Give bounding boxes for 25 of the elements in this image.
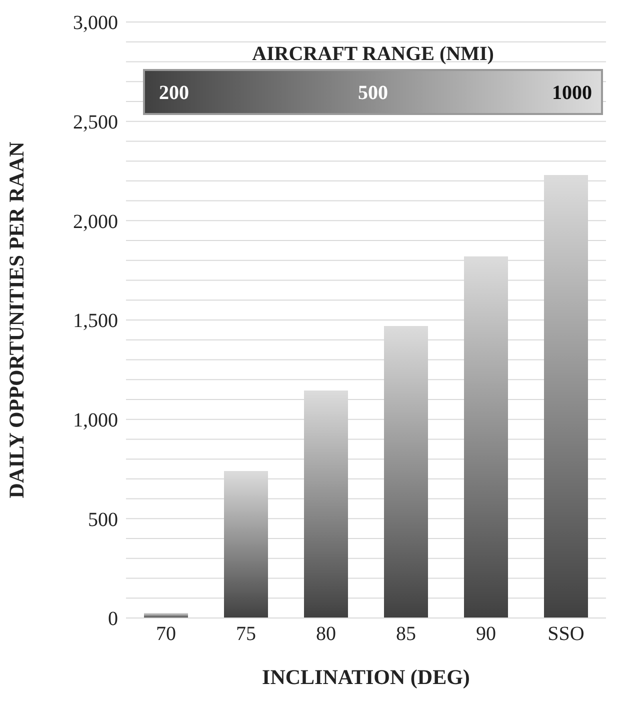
y-tick-label: 1,500	[73, 310, 118, 332]
bar	[304, 390, 348, 618]
bar	[144, 613, 188, 618]
annotation: 500	[358, 82, 388, 104]
x-tick-label: 75	[236, 623, 256, 646]
y-tick-label: 500	[88, 508, 118, 531]
color-bar-title: AIRCRAFT RANGE (NMI)	[252, 43, 494, 65]
annotation: 1000	[552, 82, 592, 104]
y-tick-label: 3,000	[73, 12, 118, 34]
bar	[464, 256, 508, 618]
x-tick-label: 70	[156, 623, 176, 646]
y-tick-label: 0	[108, 608, 118, 630]
annotation: 200	[159, 82, 189, 104]
x-tick-label: 85	[396, 623, 416, 646]
y-tick-label: 2,000	[73, 210, 118, 233]
bar	[384, 326, 428, 618]
y-axis-title: DAILY OPPORTUNITIES PER RAAN	[4, 142, 28, 498]
bar	[224, 470, 268, 618]
x-tick-label: SSO	[548, 623, 584, 646]
x-tick-label: 90	[476, 623, 496, 646]
bar	[544, 174, 588, 618]
x-axis-title: INCLINATION (DEG)	[262, 665, 470, 689]
y-tick-label: 2,500	[73, 111, 118, 134]
y-tick-label: 1,000	[73, 409, 118, 432]
x-tick-label: 80	[316, 623, 336, 646]
